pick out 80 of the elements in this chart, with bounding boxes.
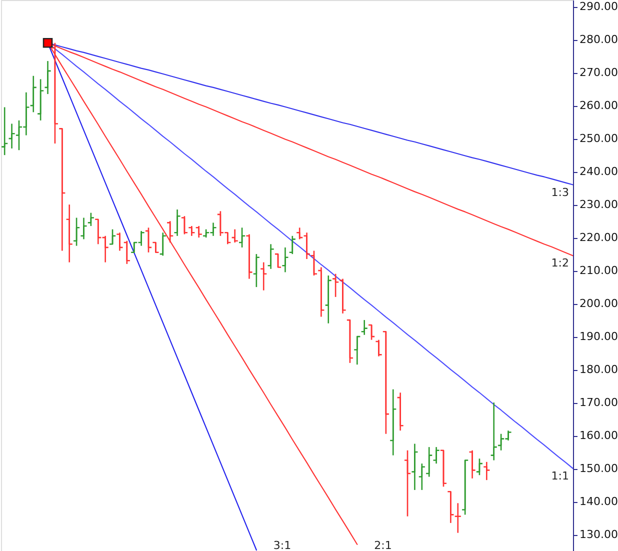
series-label: 3:1 [273, 539, 292, 551]
y-tick-label: 210.00 [580, 264, 618, 278]
candlestick [303, 232, 310, 260]
candlestick [432, 446, 440, 464]
candlestick [368, 324, 376, 340]
candlestick [180, 215, 188, 235]
candlestick [152, 242, 160, 254]
candlestick [159, 232, 167, 256]
candlestick [339, 278, 346, 314]
candlestick [418, 462, 426, 491]
candlestick [123, 240, 131, 265]
y-tick-label: 150.00 [580, 462, 618, 476]
series-label: 1:2 [551, 256, 569, 270]
series-label: 1:3 [551, 186, 569, 199]
y-tick-label: 170.00 [580, 396, 618, 410]
y-tick-label: 250.00 [580, 132, 618, 146]
candlestick [476, 458, 484, 476]
y-tick-label: 230.00 [580, 198, 618, 212]
y-tick-label: 260.00 [580, 99, 618, 112]
candlestick [87, 212, 95, 227]
candlestick [8, 123, 16, 150]
candlestick [144, 227, 152, 254]
candlestick [490, 402, 498, 461]
candlestick [166, 220, 174, 244]
y-tick-label: 200.00 [580, 297, 618, 310]
candlestick [296, 227, 304, 240]
candlestick [318, 266, 325, 318]
candlestick [30, 75, 38, 113]
candlestick [461, 460, 469, 516]
y-tick-label: 140.00 [580, 495, 618, 508]
candlestick [44, 60, 52, 95]
y-tick-label: 190.00 [580, 330, 618, 344]
candlestick [375, 339, 382, 357]
candlestick [382, 330, 390, 435]
candlestick [360, 319, 368, 336]
candlestick [0, 106, 8, 156]
candlestick [282, 246, 289, 273]
candlestick [274, 253, 282, 268]
candlestick [58, 128, 66, 252]
candlestick [80, 217, 88, 240]
candlestick [332, 273, 340, 298]
series-label: 1:1 [551, 470, 569, 483]
candlestick [66, 204, 74, 263]
y-tick-label: 180.00 [580, 363, 618, 376]
y-tick-label: 220.00 [580, 231, 618, 244]
y-tick-label: 270.00 [580, 66, 618, 80]
candlestick [174, 208, 181, 237]
candlestick [353, 336, 361, 366]
candlestick [195, 225, 203, 238]
candlestick [108, 228, 116, 245]
candlestick [324, 274, 332, 324]
candlestick [346, 319, 354, 364]
candlestick [404, 450, 412, 518]
candlestick [411, 443, 418, 491]
candlestick [252, 253, 260, 288]
y-tick-label: 290.00 [580, 0, 618, 14]
y-tick-label: 160.00 [580, 429, 618, 442]
candlestick [454, 502, 462, 534]
candlestick [116, 232, 124, 252]
candlestick [231, 228, 239, 244]
candlestick [238, 227, 246, 248]
candlestick [188, 225, 196, 237]
candlestick [260, 262, 268, 291]
y-tick-label: 130.00 [580, 528, 618, 542]
y-tick-label: 240.00 [580, 165, 618, 178]
candlestick [389, 388, 397, 456]
series-label: 2:1 [374, 539, 392, 551]
candlestick [36, 78, 44, 122]
candlestick [447, 490, 454, 524]
candlestick [267, 244, 274, 270]
y-tick-label: 280.00 [580, 33, 618, 46]
candlestick [310, 250, 318, 276]
candlestick [468, 450, 476, 480]
candlestick [396, 392, 404, 432]
candlestick [425, 446, 433, 478]
candlestick [288, 235, 296, 255]
candlestick [482, 461, 490, 481]
candlestick [440, 450, 448, 488]
candlestick [72, 217, 80, 246]
candlestick [246, 234, 253, 280]
